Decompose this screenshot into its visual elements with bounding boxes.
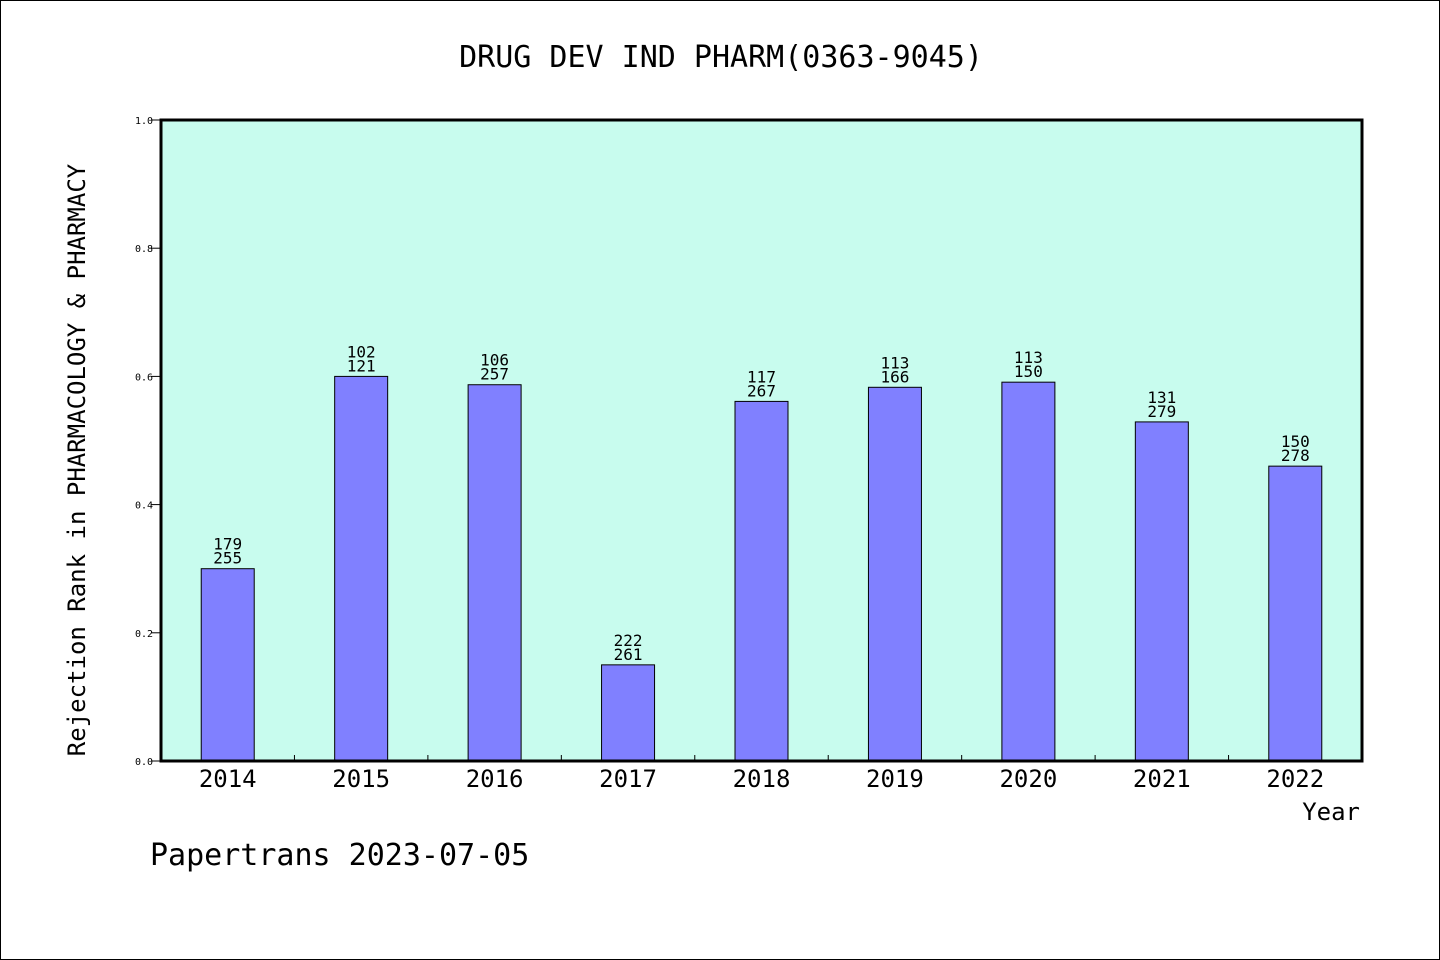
data-label-bottom: 278 — [1281, 446, 1310, 465]
bar-2018 — [734, 400, 789, 762]
data-label-top: 106 — [480, 351, 509, 370]
x-tick-label: 2022 — [1266, 765, 1324, 793]
x-axis-label: Year — [1302, 798, 1360, 826]
data-label-top: 131 — [1147, 388, 1176, 407]
y-axis-label: Rejection Rank in PHARMACOLOGY & PHARMAC… — [63, 163, 91, 756]
data-label-top: 117 — [747, 367, 776, 386]
data-label-bottom: 257 — [480, 365, 509, 384]
plot-border — [159, 118, 1364, 763]
x-tick-label: 2018 — [733, 765, 791, 793]
bar-2017 — [601, 664, 656, 762]
bar-2021 — [1134, 421, 1189, 762]
y-tick-label: 0.8 — [135, 244, 153, 255]
bar-2019 — [867, 386, 922, 762]
data-label-bottom: 150 — [1014, 362, 1043, 381]
data-label-bottom: 121 — [347, 356, 376, 375]
data-label-bottom: 267 — [747, 381, 776, 400]
data-label-top: 179 — [213, 535, 242, 554]
x-tick-label: 2017 — [599, 765, 657, 793]
y-tick-label: 1.0 — [135, 116, 153, 127]
bar-2014 — [200, 568, 255, 762]
bar-series — [200, 375, 1323, 762]
data-label-bottom: 255 — [213, 549, 242, 568]
x-axis: 2014 2015 2016 2017 2018 2019 2020 2021 2022 — [199, 755, 1324, 793]
x-tick-label: 2021 — [1133, 765, 1191, 793]
x-tick-label: 2019 — [866, 765, 924, 793]
data-label-top: 113 — [880, 353, 909, 372]
data-label-top: 113 — [1014, 348, 1043, 367]
y-tick-label: 0.6 — [135, 372, 153, 383]
x-tick-label: 2020 — [999, 765, 1057, 793]
bar-2015 — [334, 375, 389, 762]
x-tick-label: 2016 — [466, 765, 524, 793]
y-tick-label: 0.2 — [135, 629, 153, 640]
data-label-bottom: 279 — [1147, 402, 1176, 421]
footer-text: Papertrans 2023-07-05 — [150, 838, 529, 873]
bar-2022 — [1268, 465, 1323, 762]
x-tick-label: 2015 — [332, 765, 390, 793]
data-label-bottom: 166 — [880, 367, 909, 386]
y-axis: 0.0 0.2 0.4 0.6 0.8 1.0 — [135, 116, 161, 768]
bar-2020 — [1001, 381, 1056, 762]
y-tick-label: 0.0 — [135, 757, 153, 768]
data-label-bottom: 261 — [614, 645, 643, 664]
chart-title: DRUG DEV IND PHARM(0363-9045) — [459, 40, 983, 75]
bar-2016 — [467, 384, 522, 762]
data-label-top: 150 — [1281, 432, 1310, 451]
y-tick-label: 0.4 — [135, 501, 153, 512]
data-label-top: 102 — [347, 342, 376, 361]
data-label-top: 222 — [614, 631, 643, 650]
x-tick-label: 2014 — [199, 765, 257, 793]
